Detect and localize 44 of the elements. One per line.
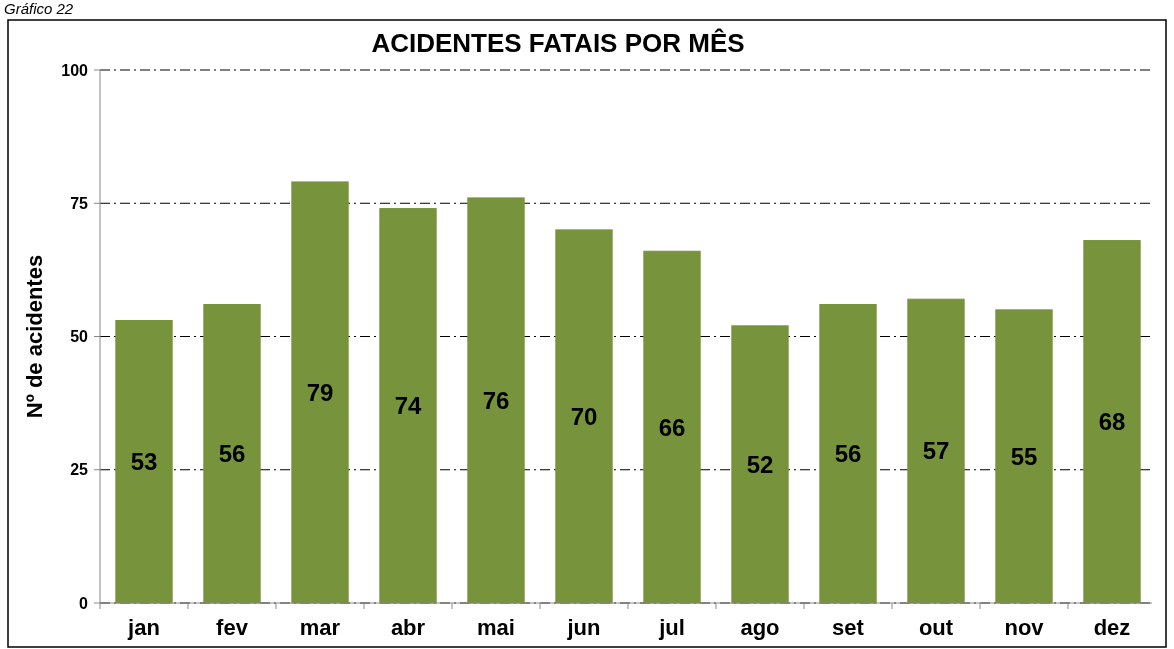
bar [115, 320, 173, 604]
x-tick-label: dez [1093, 615, 1131, 640]
data-label: 56 [218, 440, 246, 468]
bar [555, 229, 613, 604]
bar [995, 309, 1053, 604]
y-tick-label: 25 [70, 461, 89, 479]
data-label: 74 [394, 392, 422, 420]
bar [643, 250, 701, 604]
x-tick-label: jul [658, 615, 685, 640]
x-tick-label: abr [390, 615, 426, 640]
x-tick-label: set [832, 615, 865, 640]
data-label: 79 [306, 378, 334, 406]
bar [203, 304, 261, 604]
data-label: 66 [658, 413, 686, 441]
data-label: 55 [1010, 442, 1038, 470]
data-label: 57 [922, 437, 950, 465]
x-tick-label: jun [566, 615, 601, 640]
data-label: 56 [834, 440, 862, 468]
bar [379, 208, 437, 604]
y-tick-label: 50 [70, 328, 89, 346]
y-tick-label: 75 [70, 194, 89, 212]
bar [907, 298, 965, 604]
y-axis-title: Nº de acidentes [22, 254, 47, 419]
x-tick-label: nov [1004, 615, 1045, 640]
bar [467, 197, 525, 604]
x-tick-label: mai [477, 615, 515, 640]
x-tick-label: fev [216, 615, 249, 640]
bar [291, 181, 349, 604]
data-label: 76 [482, 386, 510, 414]
x-tick-label: mar [299, 615, 341, 640]
bar [819, 304, 877, 604]
data-label: 68 [1098, 408, 1126, 436]
x-tick-label: out [918, 615, 954, 640]
data-label: 52 [746, 450, 774, 478]
x-tick-label: jan [127, 615, 160, 640]
bar [731, 325, 789, 604]
x-tick-label: ago [740, 615, 780, 640]
chart-title: ACIDENTES FATAIS POR MÊS [371, 28, 745, 58]
y-tick-label: 0 [79, 594, 89, 612]
y-tick-label: 100 [61, 61, 89, 79]
bar [1083, 240, 1141, 604]
data-label: 70 [570, 402, 598, 430]
text: Gráfico 22 [4, 0, 74, 17]
data-label: 53 [130, 448, 158, 476]
